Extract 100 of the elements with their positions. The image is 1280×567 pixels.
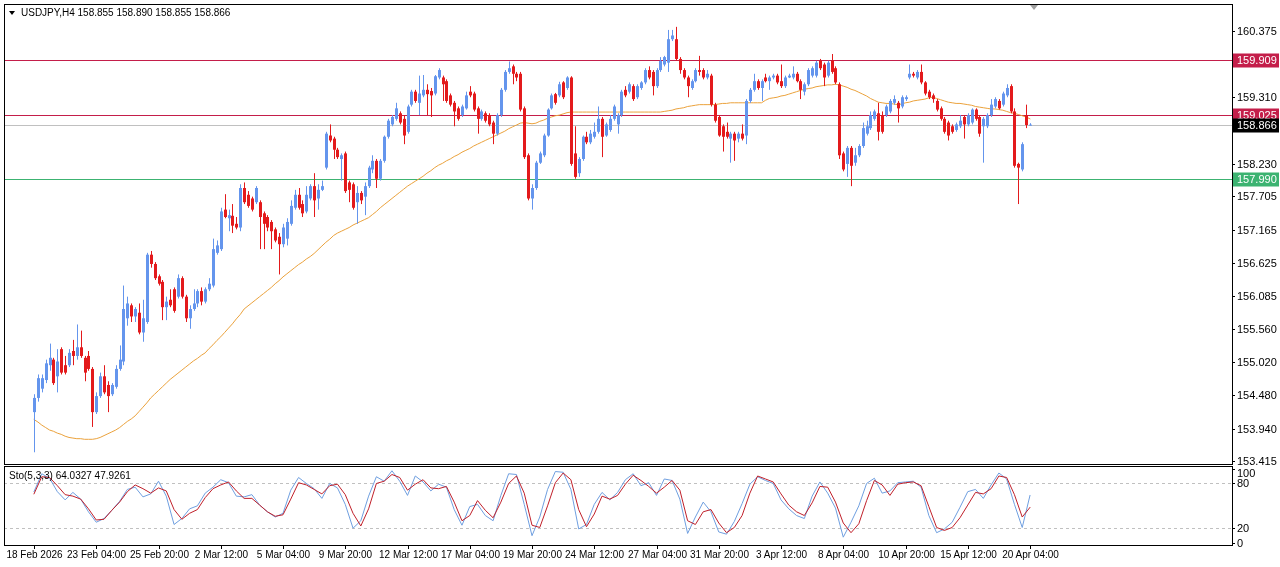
candlestick: [103, 364, 106, 395]
candlestick: [578, 156, 581, 178]
ref-line-label: 159.909: [1237, 54, 1277, 67]
candlestick: [33, 393, 36, 453]
candlestick: [1029, 122, 1032, 126]
candlestick: [675, 26, 678, 62]
x-tick-label: 12 Mar 12:00: [379, 549, 439, 560]
candlestick: [846, 145, 849, 178]
x-tick-label: 2 Mar 12:00: [194, 549, 249, 560]
x-tick-label: 20 Apr 04:00: [1002, 549, 1060, 560]
x-tick-label: 10 Apr 20:00: [878, 549, 936, 560]
candlestick: [231, 203, 234, 234]
candlestick: [259, 199, 262, 250]
candlestick: [37, 373, 40, 403]
candlestick: [243, 181, 246, 205]
candlestick: [189, 304, 192, 330]
candlestick: [177, 273, 180, 300]
y-tick-label: 156.085: [1237, 290, 1277, 303]
x-tick-label: 3 Apr 12:00: [755, 549, 808, 560]
x-tick-label: 24 Mar 12:00: [565, 549, 625, 560]
candlestick: [403, 114, 406, 145]
candlestick: [56, 348, 59, 393]
x-tick-label: 18 Feb 2026: [6, 549, 64, 560]
candlestick: [278, 232, 281, 275]
x-tick-label: 17 Mar 04:00: [441, 549, 501, 560]
y-tick-label: 80: [1237, 477, 1250, 490]
candlestick: [667, 29, 670, 73]
candlestick: [823, 62, 826, 87]
ref-line-label: 159.025: [1237, 109, 1277, 122]
candlestick: [729, 131, 732, 164]
candlestick: [1025, 104, 1028, 129]
candlestick: [181, 275, 184, 300]
candlestick: [60, 346, 63, 375]
y-tick-label: 20: [1237, 522, 1250, 535]
x-tick-label: 5 Mar 04:00: [256, 549, 311, 560]
y-tick-label: 158.230: [1237, 158, 1277, 171]
candlestick: [228, 209, 231, 232]
candlestick: [270, 219, 273, 250]
candlestick: [84, 355, 87, 382]
candlestick: [138, 302, 141, 335]
candlestick: [504, 69, 507, 93]
candlestick: [947, 120, 950, 141]
line-series: [33, 83, 1031, 440]
candlestick: [224, 193, 227, 219]
candlestick: [582, 135, 585, 162]
candlestick: [379, 158, 382, 182]
candlestick: [340, 152, 343, 182]
candlestick: [72, 339, 75, 366]
candlestick: [76, 323, 79, 361]
candlestick: [364, 181, 367, 216]
x-tick-label: 15 Apr 12:00: [940, 549, 998, 560]
candlestick: [445, 78, 448, 104]
candlestick: [442, 75, 445, 102]
candlestick: [597, 106, 600, 135]
candlestick: [107, 380, 110, 413]
candlestick: [531, 183, 534, 211]
candlestick: [313, 172, 316, 218]
candlestick: [733, 131, 736, 162]
x-tick-label: 27 Mar 04:00: [628, 549, 688, 560]
candlestick: [434, 74, 437, 96]
candlestick: [920, 64, 923, 85]
candlestick: [95, 391, 98, 415]
y-tick-label: 100: [1237, 466, 1256, 479]
candlestick: [356, 185, 359, 225]
candlestick: [80, 330, 83, 359]
ref-line-label: 157.990: [1237, 173, 1277, 186]
candlestick: [780, 64, 783, 89]
candlestick: [173, 286, 176, 314]
candlestick: [963, 114, 966, 140]
candlestick: [430, 87, 433, 118]
ref-line-label: 158.866: [1237, 119, 1277, 132]
y-tick-label: 155.020: [1237, 356, 1277, 369]
candlestick: [698, 55, 701, 77]
chart-title: USDJPY,H4 158.855 158.890 158.855 158.866: [21, 7, 231, 18]
y-tick-label: 159.310: [1237, 91, 1277, 104]
y-tick-label: 153.415: [1237, 455, 1277, 468]
x-tick-label: 8 Apr 04:00: [817, 549, 870, 560]
candlestick: [850, 145, 853, 187]
candlestick: [862, 122, 865, 149]
y-tick-label: 160.375: [1237, 25, 1277, 38]
candlestick: [317, 183, 320, 211]
x-tick-label: 25 Feb 20:00: [130, 549, 190, 560]
x-tick-label: 23 Feb 04:00: [67, 549, 127, 560]
candlestick: [652, 69, 655, 96]
y-tick-label: 0: [1237, 537, 1244, 550]
x-tick-label: 19 Mar 20:00: [503, 549, 563, 560]
candlestick: [305, 185, 308, 214]
candlestick: [496, 112, 499, 137]
candlestick: [185, 294, 188, 323]
candlestick: [426, 83, 429, 116]
x-tick-label: 9 Mar 20:00: [318, 549, 373, 560]
candlestick: [375, 158, 378, 189]
y-tick-label: 156.625: [1237, 257, 1277, 270]
candlestick: [115, 364, 118, 390]
candlestick: [761, 78, 764, 102]
y-tick-label: 157.165: [1237, 224, 1277, 237]
candlestick: [687, 75, 690, 98]
candlestick: [352, 181, 355, 211]
candlestick: [418, 75, 421, 116]
y-tick-label: 155.560: [1237, 323, 1277, 336]
